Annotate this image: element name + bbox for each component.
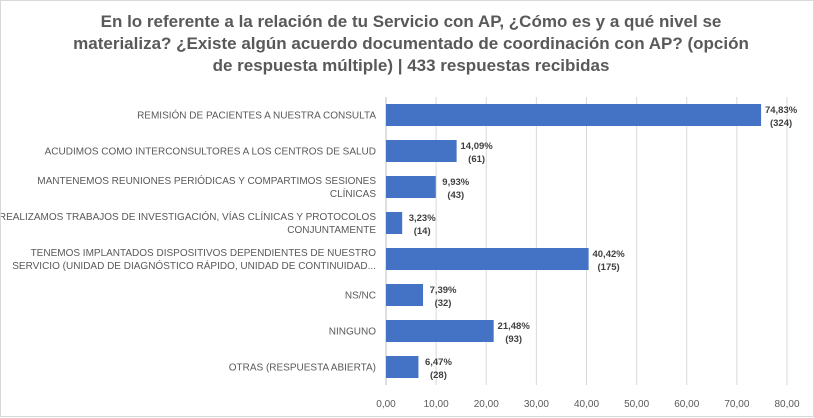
data-label-percent: 21,48% [498,321,531,332]
data-label-count: (32) [435,298,452,309]
data-label-count: (175) [598,262,620,273]
x-tick-label: 30,00 [524,399,549,410]
data-label-percent: 7,39% [430,285,457,296]
category-label: ACUDIMOS COMO INTERCONSULTORES A LOS CEN… [45,147,376,158]
data-label-percent: 6,47% [425,357,452,368]
data-label-percent: 40,42% [592,249,625,260]
category-label: NS/NC [345,291,376,302]
x-tick-label: 40,00 [574,399,599,410]
bar [386,104,762,126]
x-tick-label: 70,00 [724,399,749,410]
data-label-count: (28) [430,370,447,381]
x-tick-label: 50,00 [624,399,649,410]
x-tick-label: 60,00 [674,399,699,410]
category-label: OTRAS (RESPUESTA ABIERTA) [229,363,376,374]
x-tick-label: 0,00 [376,399,396,410]
data-label-count: (61) [468,154,485,165]
data-label-count: (324) [770,118,792,129]
category-label: REMISIÓN DE PACIENTES A NUESTRA CONSULTA [137,109,376,122]
category-label: TENEMOS IMPLANTADOS DISPOSITIVOS DEPENDI… [31,248,377,259]
category-label: CONJUNTAMENTE [287,225,376,236]
chart-title: En lo referente a la relación de tu Serv… [73,12,749,75]
bar [386,140,457,162]
data-label-percent: 14,09% [461,141,494,152]
bar [386,248,589,270]
data-label-percent: 74,83% [765,105,798,116]
x-tick-label: 20,00 [474,399,499,410]
category-label: REALIZAMOS TRABAJOS DE INVESTIGACIÓN, VÍ… [1,210,376,223]
category-label: MANTENEMOS REUNIONES PERIÓDICAS Y COMPAR… [37,174,376,187]
bar [386,356,419,378]
category-label: SERVICIO (UNIDAD DE DIAGNÓSTICO RÁPIDO, … [12,259,376,272]
bar [386,176,436,198]
data-label-count: (43) [447,190,464,201]
category-label: NINGUNO [329,327,376,338]
data-label-percent: 3,23% [409,213,436,224]
bar [386,212,403,234]
bar [386,284,424,306]
category-label: CLÍNICAS [330,187,376,200]
data-label-percent: 9,93% [442,177,469,188]
bar [386,320,494,342]
data-label-count: (14) [414,226,431,237]
data-label-count: (93) [505,334,522,345]
x-tick-label: 10,00 [424,399,449,410]
x-tick-label: 80,00 [774,399,799,410]
